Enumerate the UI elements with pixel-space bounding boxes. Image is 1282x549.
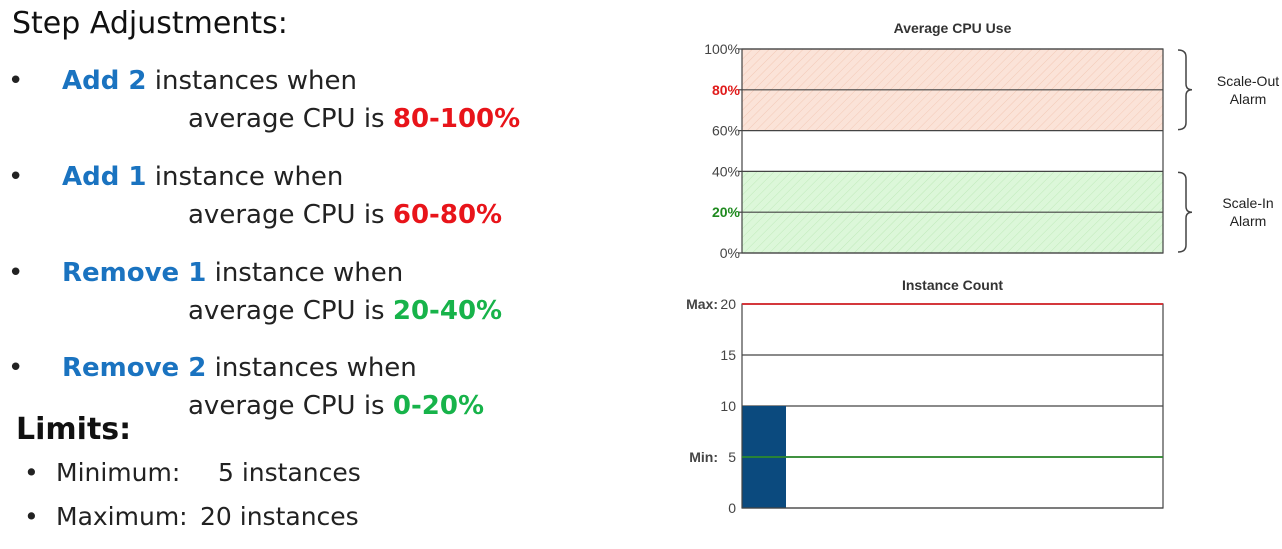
step-adjustments-panel: Step Adjustments: • Add 2 instances when… <box>0 0 640 544</box>
bullet: • <box>8 162 24 192</box>
bullet: • <box>24 458 39 487</box>
rule-unit: instance when <box>206 258 404 288</box>
y-tick-label: 40% <box>712 163 740 179</box>
charts-panel: Average CPU Use 0% 20% 40% 60% 80% 100% Scale-O… <box>640 0 1282 544</box>
rule-remove-2: • Remove 2 instances when average CPU is… <box>0 353 640 433</box>
rule-line-1: Add 1 instance when <box>62 162 343 192</box>
y-tick-prefix: Max: <box>686 296 718 312</box>
step-adjustments-title: Step Adjustments: <box>12 6 288 41</box>
rule-line-2: average CPU is 80-100% <box>188 104 520 134</box>
rule-line-2: average CPU is 60-80% <box>188 200 502 230</box>
rule-add-2: • Add 2 instances when average CPU is 80… <box>0 66 640 146</box>
cpu-chart-title: Average CPU Use <box>894 20 1012 36</box>
y-tick-label: 0% <box>720 245 740 261</box>
y-tick-label: 5 <box>728 449 736 465</box>
limit-value: 20 instances <box>200 502 359 531</box>
rule-action: Remove 1 <box>62 258 207 288</box>
rule-action: Add 1 <box>62 162 147 192</box>
limit-label: Maximum: <box>56 502 188 531</box>
rule-range: 60-80% <box>392 200 503 230</box>
limit-minimum: • Minimum: 5 instances <box>0 458 640 492</box>
rule-line-1: Add 2 instances when <box>62 66 357 96</box>
rule-range: 0-20% <box>392 391 484 421</box>
y-tick-label: 60% <box>712 123 740 139</box>
cpu-chart: Average CPU Use 0% 20% 40% 60% 80% 100% Scale-O… <box>704 20 1279 261</box>
bullet: • <box>8 66 24 96</box>
rule-action: Add 2 <box>62 66 147 96</box>
rule-condition: average CPU is <box>188 200 393 230</box>
rule-add-1: • Add 1 instance when average CPU is 60-… <box>0 162 640 242</box>
band-label-line-2: Alarm <box>1230 213 1267 229</box>
rule-condition: average CPU is <box>188 104 393 134</box>
rule-range: 20-40% <box>392 296 503 326</box>
brace <box>1177 49 1193 131</box>
limits-title: Limits: <box>16 412 132 447</box>
band-label-line-1: Scale-Out <box>1217 73 1279 89</box>
bullet: • <box>8 258 24 288</box>
rule-line-1: Remove 2 instances when <box>62 353 417 383</box>
rule-unit: instance when <box>146 162 344 192</box>
rule-unit: instances when <box>146 66 357 96</box>
band-label-line-2: Alarm <box>1230 91 1267 107</box>
limit-value: 5 instances <box>218 458 361 487</box>
y-tick-label: 80% <box>712 82 741 98</box>
rule-unit: instances when <box>206 353 417 383</box>
bullet: • <box>24 502 39 531</box>
y-tick-label: 10 <box>720 398 736 414</box>
rule-condition: average CPU is <box>188 296 393 326</box>
rule-remove-1: • Remove 1 instance when average CPU is … <box>0 258 640 338</box>
band-label-line-1: Scale-In <box>1222 195 1273 211</box>
rule-line-1: Remove 1 instance when <box>62 258 403 288</box>
charts-svg: Average CPU Use 0% 20% 40% 60% 80% 100% Scale-O… <box>686 20 1279 516</box>
y-tick-label: 15 <box>720 347 736 363</box>
y-tick-label: 20 <box>720 296 736 312</box>
y-tick-label: 0 <box>728 500 736 516</box>
rule-line-2: average CPU is 20-40% <box>188 296 502 326</box>
brace <box>1177 171 1193 253</box>
rule-range: 80-100% <box>392 104 521 134</box>
y-tick-prefix: Min: <box>689 449 718 465</box>
limit-maximum: • Maximum: 20 instances <box>0 502 640 536</box>
y-tick-label: 20% <box>712 204 741 220</box>
plot-frame <box>741 48 1164 254</box>
rule-line-2: average CPU is 0-20% <box>188 391 484 421</box>
rule-action: Remove 2 <box>62 353 207 383</box>
count-chart-title: Instance Count <box>902 277 1003 293</box>
rule-condition: average CPU is <box>188 391 393 421</box>
limit-label: Minimum: <box>56 458 181 487</box>
y-tick-label: 100% <box>704 41 740 57</box>
bullet: • <box>8 353 24 383</box>
